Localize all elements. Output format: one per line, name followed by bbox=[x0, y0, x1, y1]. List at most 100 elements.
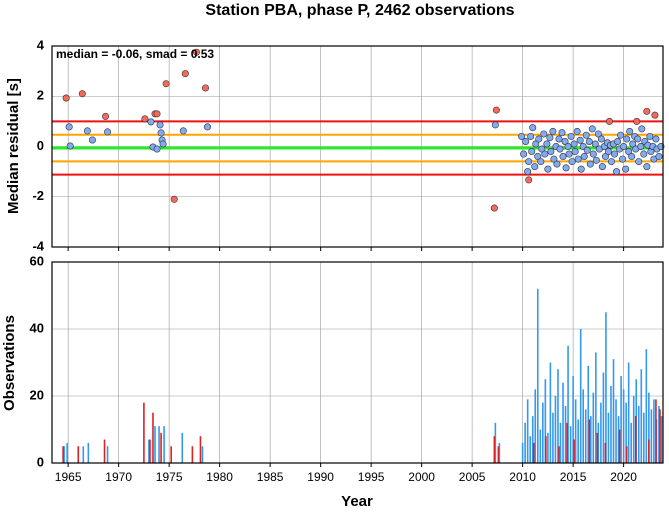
bar bbox=[163, 426, 165, 463]
x-tick-label: 1985 bbox=[257, 470, 284, 484]
bar bbox=[637, 406, 640, 463]
data-point bbox=[159, 140, 167, 148]
bar bbox=[610, 385, 612, 463]
data-point bbox=[588, 125, 596, 133]
bar bbox=[589, 416, 592, 463]
x-tick-label: 1975 bbox=[156, 470, 183, 484]
data-point bbox=[655, 153, 663, 161]
data-point bbox=[192, 48, 200, 56]
data-point bbox=[83, 127, 91, 135]
bar bbox=[615, 399, 617, 463]
bar bbox=[531, 416, 534, 463]
bar bbox=[526, 399, 529, 463]
bar bbox=[653, 399, 655, 463]
data-point bbox=[549, 127, 557, 135]
bar bbox=[170, 446, 172, 463]
data-point bbox=[617, 131, 625, 139]
bar bbox=[497, 446, 500, 463]
bar bbox=[625, 402, 627, 463]
bar bbox=[596, 432, 599, 463]
bar bbox=[622, 389, 625, 463]
data-point bbox=[535, 135, 543, 143]
bar bbox=[579, 329, 582, 463]
bar bbox=[62, 446, 64, 463]
data-point bbox=[490, 204, 498, 212]
bar bbox=[658, 406, 660, 463]
bar bbox=[569, 426, 572, 463]
data-point bbox=[568, 158, 576, 166]
data-point bbox=[543, 140, 551, 148]
bar bbox=[152, 412, 154, 463]
data-point bbox=[518, 132, 526, 140]
data-point bbox=[65, 123, 73, 131]
data-point bbox=[525, 158, 533, 166]
data-point bbox=[550, 155, 558, 163]
x-tick-label: 1970 bbox=[105, 470, 132, 484]
data-point bbox=[492, 106, 500, 114]
data-point bbox=[589, 150, 597, 158]
bar bbox=[149, 439, 151, 463]
data-point bbox=[574, 155, 582, 163]
bar bbox=[559, 422, 562, 463]
bar bbox=[154, 426, 156, 463]
data-point bbox=[638, 125, 646, 133]
x-tick-label: 2005 bbox=[459, 470, 486, 484]
data-point bbox=[157, 129, 165, 137]
data-point bbox=[640, 150, 648, 158]
data-point bbox=[102, 112, 110, 120]
bar bbox=[607, 412, 610, 463]
data-point bbox=[570, 140, 578, 148]
data-point bbox=[104, 128, 112, 136]
bar bbox=[564, 406, 567, 463]
data-point bbox=[565, 150, 573, 158]
bar bbox=[632, 396, 635, 463]
data-point bbox=[179, 127, 187, 135]
bar bbox=[63, 446, 65, 463]
data-point bbox=[153, 145, 161, 153]
data-point bbox=[629, 140, 637, 148]
x-tick-label: 1990 bbox=[307, 470, 334, 484]
bar bbox=[87, 442, 90, 463]
data-point bbox=[576, 136, 584, 144]
data-point bbox=[594, 130, 602, 138]
bar bbox=[103, 439, 106, 463]
y-tick-label: 2 bbox=[37, 88, 44, 103]
data-point bbox=[567, 132, 575, 140]
x-tick-label: 2020 bbox=[610, 470, 637, 484]
data-point bbox=[556, 145, 564, 153]
data-point bbox=[541, 150, 549, 158]
x-tick-label: 2000 bbox=[408, 470, 435, 484]
bar bbox=[659, 409, 661, 463]
data-point bbox=[555, 135, 563, 143]
bar bbox=[577, 419, 579, 463]
data-point bbox=[62, 94, 70, 102]
data-point bbox=[592, 156, 600, 164]
data-point bbox=[527, 132, 535, 140]
data-point bbox=[181, 70, 189, 78]
bar bbox=[539, 429, 542, 463]
data-point bbox=[628, 153, 636, 161]
data-point bbox=[525, 176, 533, 184]
bar bbox=[521, 442, 524, 463]
bar bbox=[648, 392, 650, 463]
bar bbox=[592, 392, 595, 463]
data-point bbox=[625, 148, 633, 156]
x-tick-label: 1965 bbox=[55, 470, 82, 484]
data-point bbox=[643, 163, 651, 171]
data-point bbox=[88, 136, 96, 144]
bar bbox=[534, 389, 537, 463]
bar bbox=[106, 446, 109, 463]
y-tick-label: 40 bbox=[30, 320, 44, 335]
bar bbox=[82, 446, 85, 463]
y-tick-label: 0 bbox=[37, 138, 44, 153]
data-point bbox=[522, 137, 530, 145]
bar bbox=[582, 389, 585, 463]
bar bbox=[660, 416, 663, 463]
chart-title: Station PBA, phase P, 2462 observations bbox=[205, 2, 514, 19]
bar bbox=[602, 372, 605, 463]
bar bbox=[199, 436, 202, 463]
bar bbox=[201, 446, 204, 463]
bar bbox=[191, 446, 194, 463]
bar bbox=[630, 422, 632, 463]
